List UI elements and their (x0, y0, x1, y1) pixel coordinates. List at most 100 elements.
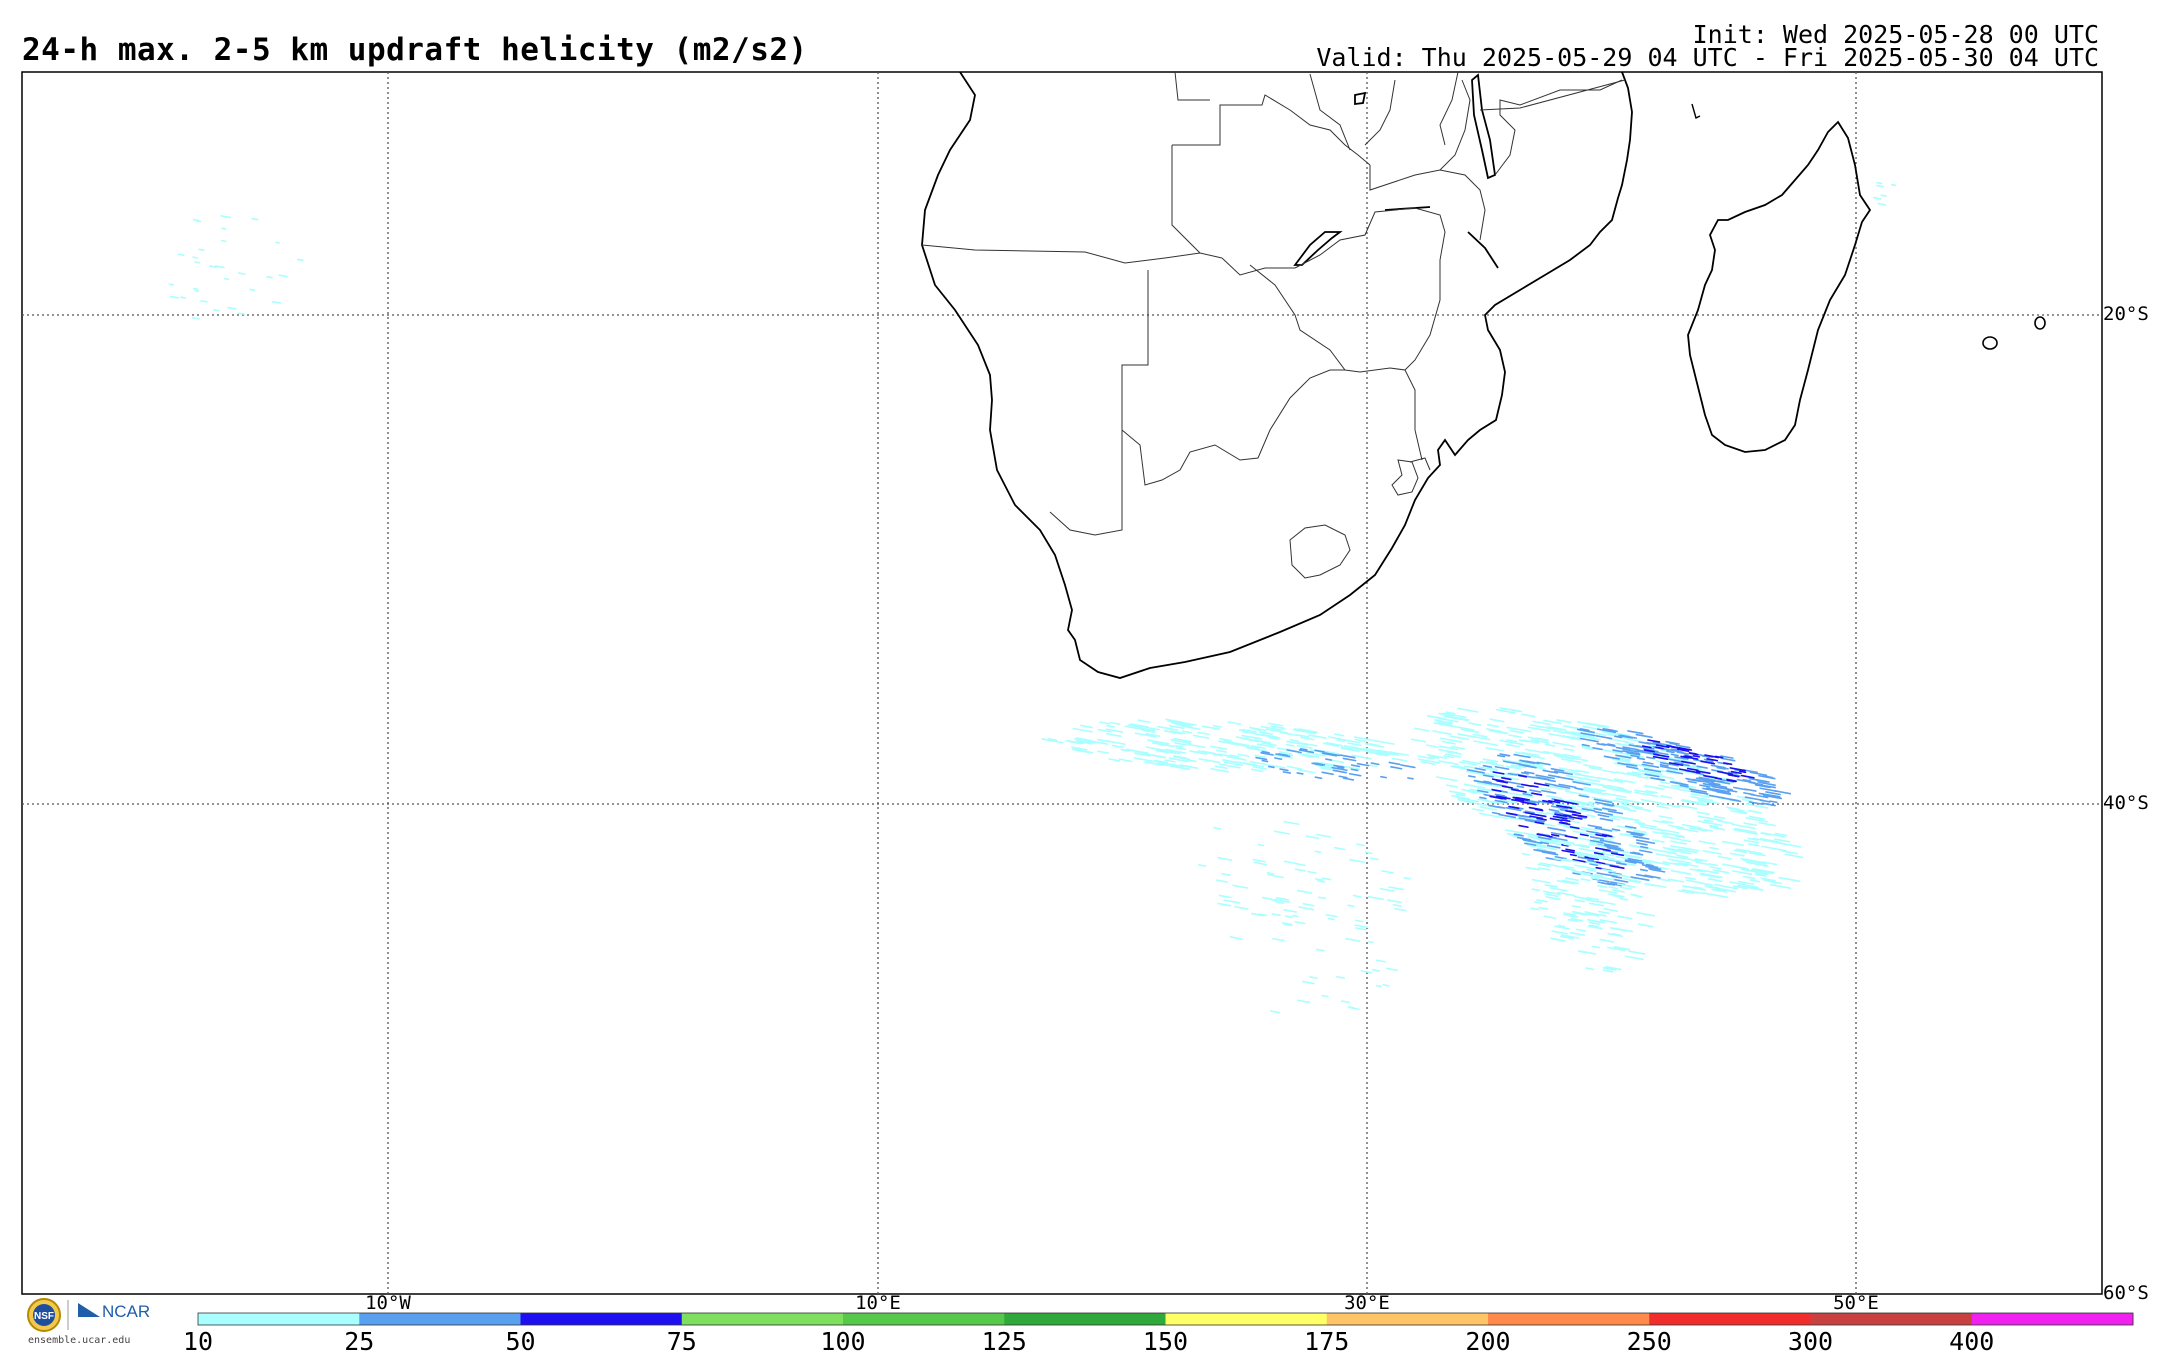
helicity-streak (1379, 751, 1400, 756)
helicity-streak (1518, 824, 1529, 828)
helicity-streak (1539, 862, 1559, 868)
helicity-streak (1109, 721, 1121, 725)
ncar-logo: NCAR (78, 1302, 150, 1321)
helicity-streak (1482, 774, 1494, 778)
colorbar-swatch (520, 1313, 683, 1325)
helicity-streak (1613, 842, 1622, 845)
helicity-streak (1680, 755, 1690, 759)
helicity-streak (1489, 718, 1505, 723)
helicity-streak (1544, 893, 1559, 898)
helicity-streak (1623, 808, 1637, 813)
helicity-streak (1218, 894, 1232, 899)
helicity-streak (1678, 768, 1689, 772)
helicity-streak (1564, 867, 1577, 872)
helicity-streak (1717, 770, 1734, 775)
helicity-streak (1562, 770, 1583, 776)
helicity-streak (1585, 967, 1595, 971)
helicity-streak (1699, 873, 1721, 879)
helicity-streak (1612, 799, 1633, 805)
helicity-streak (1499, 739, 1524, 746)
helicity-streak (1525, 866, 1540, 871)
helicity-streak (1443, 755, 1455, 759)
helicity-streak (1649, 868, 1666, 873)
zambezi-coast-mark (1467, 231, 1499, 269)
helicity-streak (1752, 837, 1773, 843)
helicity-streak (1622, 877, 1642, 883)
helicity-streak (1388, 761, 1401, 766)
helicity-streak (1747, 837, 1759, 841)
helicity-streak (1491, 778, 1505, 782)
helicity-streak (1550, 831, 1568, 837)
helicity-streak (1880, 194, 1887, 197)
helicity-streak (1644, 874, 1661, 879)
helicity-streak (1154, 760, 1165, 764)
helicity-streak (1678, 856, 1703, 863)
helicity-streak (1426, 754, 1448, 760)
helicity-streak (1602, 727, 1615, 732)
helicity-streak (1187, 743, 1206, 749)
helicity-streak (1625, 765, 1639, 770)
helicity-streak (1561, 879, 1580, 885)
map-frame (21, 71, 2103, 1295)
helicity-streak (1527, 754, 1545, 760)
helicity-streak (1615, 754, 1632, 759)
helicity-streak (1720, 757, 1736, 762)
helicity-streak (1585, 814, 1596, 818)
helicity-streak (1549, 817, 1563, 822)
helicity-streak (1622, 748, 1640, 753)
helicity-streak (1563, 912, 1577, 916)
colorbar (197, 1312, 2134, 1326)
helicity-streak (1157, 725, 1179, 731)
helicity-streak (1673, 862, 1688, 867)
helicity-streak (1485, 746, 1504, 752)
helicity-streak (1347, 904, 1355, 908)
helicity-streak (1458, 761, 1478, 766)
helicity-streak (1601, 730, 1625, 737)
helicity-streak (1523, 771, 1535, 775)
helicity-streak (1173, 737, 1192, 743)
helicity-streak (1593, 807, 1603, 811)
helicity-streak (1716, 790, 1732, 795)
helicity-streak (1296, 772, 1304, 775)
helicity-streak (1588, 855, 1603, 860)
helicity-streak (1507, 772, 1518, 776)
helicity-streak (1546, 726, 1563, 731)
helicity-streak (1607, 743, 1616, 747)
helicity-streak (1168, 724, 1185, 730)
helicity-streak (1560, 758, 1582, 764)
helicity-streak (1643, 748, 1659, 753)
helicity-streak (1696, 827, 1714, 832)
helicity-streak (1624, 859, 1645, 865)
helicity-streak (1198, 758, 1220, 764)
helicity-streak (1414, 727, 1430, 732)
helicity-streak (1876, 184, 1885, 188)
helicity-streak (1577, 856, 1595, 861)
lake-malawi (1471, 73, 1496, 180)
helicity-streak (1545, 857, 1562, 862)
helicity-streak (1663, 850, 1678, 855)
helicity-streak (1643, 768, 1662, 773)
helicity-streak (1297, 999, 1311, 1004)
helicity-streak (1354, 738, 1368, 743)
helicity-streak (1336, 739, 1346, 743)
helicity-streak (1589, 924, 1599, 928)
helicity-streak (1438, 721, 1453, 726)
helicity-streak (1217, 753, 1236, 758)
helicity-streak (1298, 906, 1315, 911)
helicity-streak (1750, 868, 1774, 875)
helicity-streak (1606, 784, 1625, 790)
helicity-streak (1727, 789, 1738, 793)
helicity-streak (1328, 736, 1342, 740)
helicity-streak (1601, 743, 1616, 748)
helicity-streak (1676, 854, 1689, 858)
helicity-streak (1733, 849, 1748, 854)
helicity-streak (1463, 765, 1478, 770)
helicity-streak (1482, 758, 1499, 763)
mauritius-island (2034, 316, 2046, 330)
helicity-streak (1309, 976, 1318, 979)
helicity-streak (1603, 853, 1615, 857)
helicity-streak (1542, 769, 1559, 774)
helicity-streak (1286, 740, 1309, 746)
helicity-streak (1589, 839, 1604, 844)
